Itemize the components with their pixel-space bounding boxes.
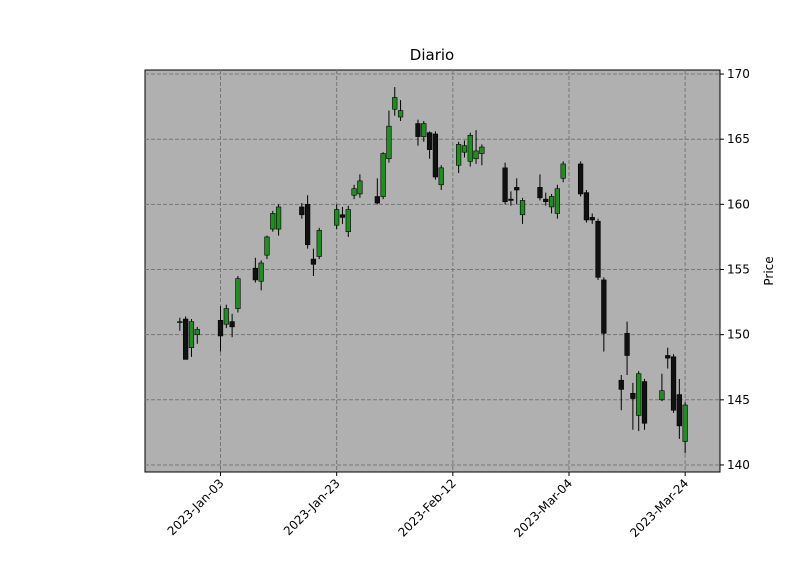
candle-body [223, 308, 229, 325]
candle-body [659, 390, 665, 401]
candle-body [537, 187, 543, 199]
candle-body [392, 97, 398, 110]
candle-body [264, 236, 270, 256]
candle-body [548, 196, 555, 208]
candle-body [275, 206, 282, 230]
candle-body [386, 125, 392, 160]
candle-body [519, 200, 526, 216]
y-tick-label: 170 [727, 67, 750, 81]
candle-body [397, 110, 404, 118]
candle-body [461, 145, 468, 153]
candle-body [426, 132, 433, 150]
candle-body [270, 213, 276, 230]
candle-body [345, 209, 351, 233]
y-tick-label: 160 [727, 197, 750, 211]
candle-body [339, 214, 346, 218]
candle-body [374, 196, 380, 204]
candle-body [676, 394, 682, 427]
candle-body [438, 167, 444, 186]
candle-body [624, 333, 630, 356]
candle-body [415, 123, 421, 137]
candle-body [183, 318, 189, 360]
candle-body [514, 187, 520, 191]
y-tick-label: 150 [727, 328, 750, 342]
candle-body [618, 379, 624, 390]
candle-body [665, 355, 671, 359]
candle-body [299, 206, 305, 216]
candle-body [577, 163, 584, 195]
candle-body [595, 220, 601, 278]
y-tick-label: 140 [727, 458, 750, 472]
candle-body [421, 123, 427, 137]
candle-body [630, 392, 636, 399]
candle-body [188, 321, 195, 348]
candle-body [479, 146, 485, 154]
candle-body [194, 329, 200, 335]
candle-body [636, 373, 642, 416]
candle-body [229, 321, 235, 328]
x-tick-label: 2023-Jan-23 [281, 476, 343, 538]
candle-body [334, 209, 340, 226]
candle-body [583, 192, 590, 221]
x-tick-label: 2023-Feb-12 [396, 476, 459, 539]
candle-body [589, 217, 595, 221]
candle-body [380, 153, 386, 197]
candle-body [310, 258, 317, 265]
candle-body [357, 180, 363, 195]
candle-body [641, 381, 648, 424]
candle-body [305, 204, 311, 246]
candle-body [543, 198, 549, 203]
candle-body [351, 188, 357, 196]
candle-body [473, 150, 479, 160]
y-axis-label: Price [762, 256, 776, 285]
candle-body [177, 321, 183, 323]
y-tick-label: 145 [727, 393, 750, 407]
candle-body [467, 134, 473, 162]
candle-body [502, 167, 508, 203]
y-tick-label: 155 [727, 263, 750, 277]
candle-body [508, 198, 514, 201]
candle-body [601, 279, 607, 334]
candle-body [235, 278, 241, 309]
candle-body [456, 144, 462, 166]
candle-body [560, 163, 566, 179]
candle-body [682, 404, 688, 442]
candle-body [316, 230, 322, 257]
x-tick-label: 2023-Jan-03 [165, 476, 227, 538]
x-tick-label: 2023-Mar-24 [627, 476, 691, 540]
candle-body [670, 356, 677, 411]
plot-area [144, 69, 721, 473]
candle-body [258, 262, 264, 282]
candle-body [217, 320, 224, 337]
y-tick-label: 165 [727, 132, 750, 146]
x-tick-label: 2023-Mar-04 [511, 476, 575, 540]
candle-body [432, 133, 439, 178]
candle-body [252, 267, 258, 281]
candle-body [554, 188, 560, 214]
chart-title: Diario [410, 46, 454, 64]
